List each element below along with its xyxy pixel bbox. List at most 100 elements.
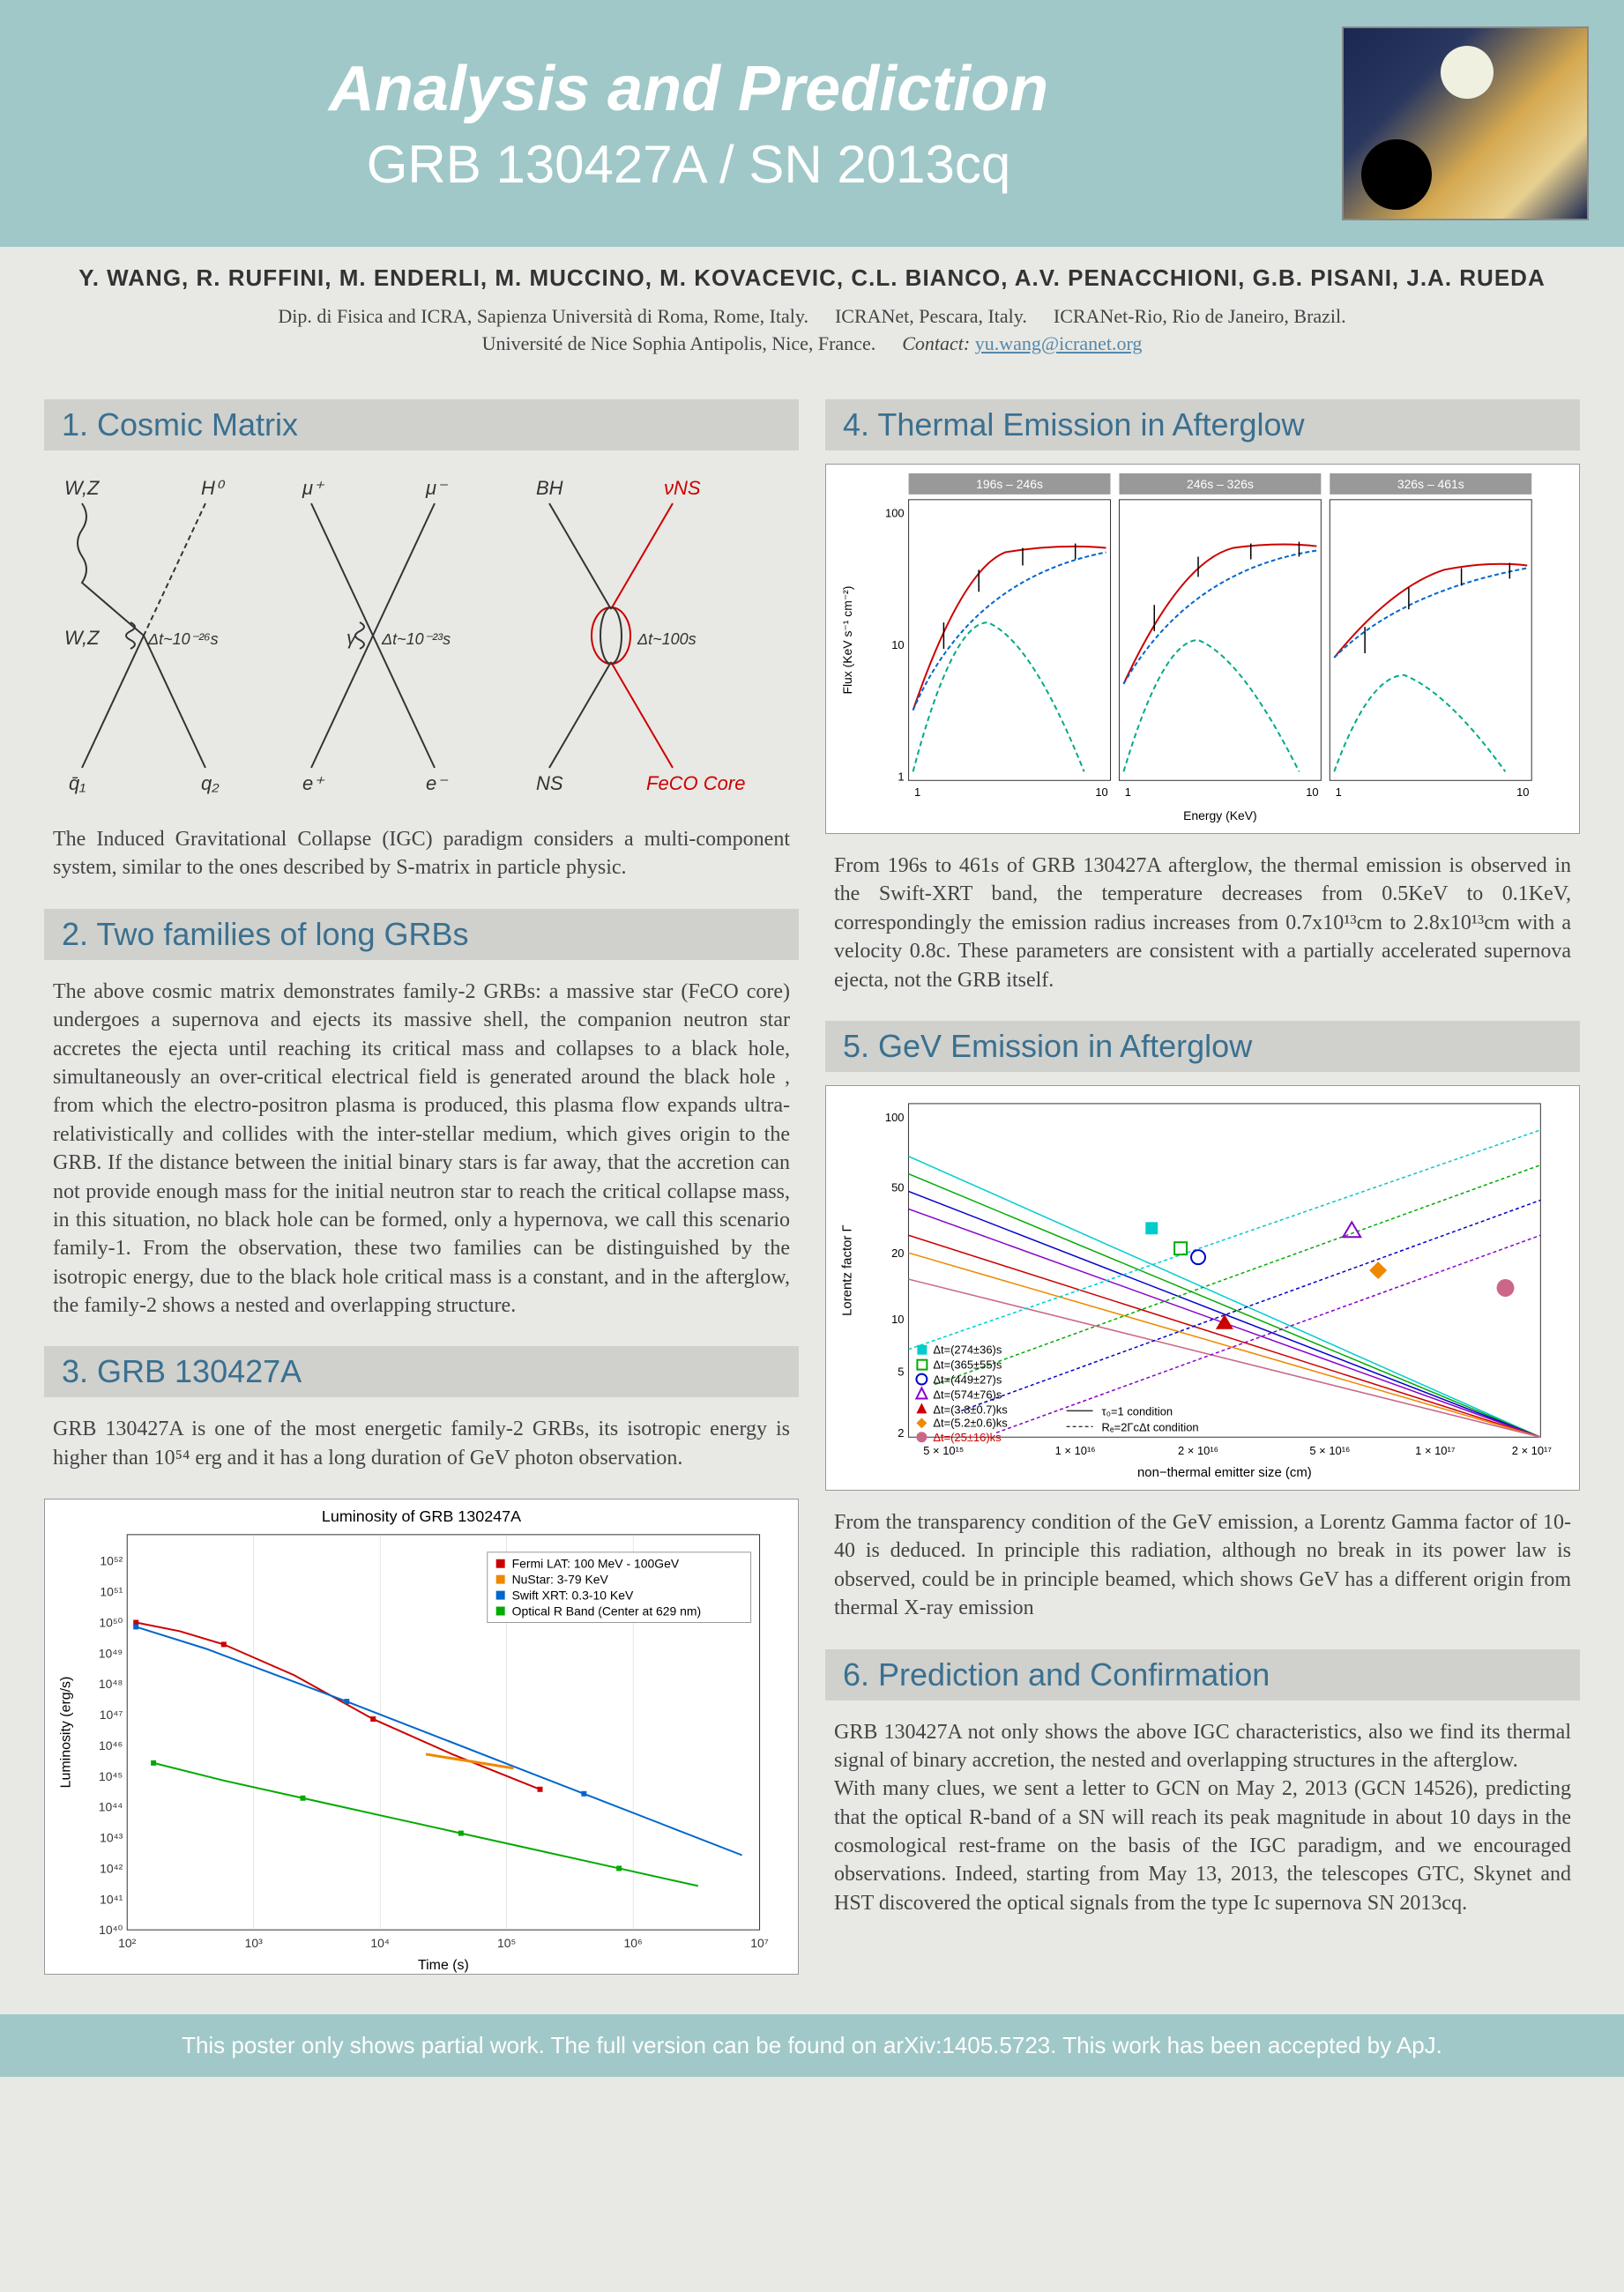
svg-text:10: 10 [1306,785,1318,799]
svg-text:Δt=(574±76)s: Δt=(574±76)s [933,1388,1002,1401]
svg-text:10⁷: 10⁷ [750,1936,769,1950]
svg-text:τ₀=1 condition: τ₀=1 condition [1102,1404,1173,1418]
section-6-text: GRB 130427A not only shows the above IGC… [825,1714,1580,1931]
title-band: Analysis and Prediction GRB 130427A / SN… [0,0,1624,247]
section-4-text: From 196s to 461s of GRB 130427A aftergl… [825,847,1580,1008]
footer: This poster only shows partial work. The… [0,2014,1624,2077]
svg-text:10⁵²: 10⁵² [100,1554,123,1568]
svg-text:Δt=(449±27)s: Δt=(449±27)s [933,1373,1002,1386]
svg-text:1: 1 [914,785,920,799]
svg-text:Δt=(3.8±0.7)ks: Δt=(3.8±0.7)ks [933,1403,1007,1416]
svg-text:20: 20 [891,1246,904,1260]
svg-text:10⁵¹: 10⁵¹ [100,1585,123,1599]
svg-text:BH: BH [536,477,563,499]
section-3-head: 3. GRB 130427A [44,1346,799,1397]
contact-label: Contact: yu.wang@icranet.org [902,332,1142,355]
svg-text:Flux (KeV s⁻¹ cm⁻²): Flux (KeV s⁻¹ cm⁻²) [840,586,854,695]
svg-text:5 × 10¹⁶: 5 × 10¹⁶ [1309,1444,1350,1457]
svg-text:W,Z: W,Z [64,477,101,499]
svg-text:H⁰: H⁰ [201,477,226,499]
contact-email: yu.wang@icranet.org [975,332,1143,354]
svg-text:10⁴²: 10⁴² [100,1862,123,1876]
svg-text:1 × 10¹⁶: 1 × 10¹⁶ [1055,1444,1096,1457]
affil-3: ICRANet-Rio, Rio de Janeiro, Brazil. [1054,305,1346,328]
section-2-text: The above cosmic matrix demonstrates fam… [44,973,799,1334]
svg-text:326s – 461s: 326s – 461s [1397,477,1464,491]
section-3-text: GRB 130427A is one of the most energetic… [44,1410,799,1485]
svg-text:1: 1 [898,770,904,783]
affil-2: ICRANet, Pescara, Italy. [835,305,1027,328]
thermal-svg: 196s – 246s 246s – 326s 326s – 461s Flux… [826,465,1579,833]
svg-text:10: 10 [1095,785,1107,799]
svg-text:Energy (KeV): Energy (KeV) [1183,808,1257,822]
svg-text:μ⁻: μ⁻ [425,477,449,499]
gev-svg: Lorentz factor Γ non−thermal emitter siz… [826,1086,1579,1490]
svg-text:10⁴⁷: 10⁴⁷ [100,1708,123,1722]
svg-text:10⁴⁶: 10⁴⁶ [99,1738,123,1752]
svg-text:10⁵: 10⁵ [497,1936,516,1950]
svg-text:10⁶: 10⁶ [623,1936,642,1950]
svg-text:Δt~10⁻²⁶s: Δt~10⁻²⁶s [147,630,219,648]
svg-text:Δt=(25±16)ks: Δt=(25±16)ks [933,1431,1001,1444]
svg-text:10⁵⁰: 10⁵⁰ [99,1616,123,1630]
right-column: 4. Thermal Emission in Afterglow 196s – … [825,386,1580,1988]
luminosity-svg: Luminosity of GRB 130247A 10⁴⁰ 10⁴¹ 10⁴² 1… [45,1499,798,1974]
chart-title: Luminosity of GRB 130247A [322,1507,521,1525]
svg-text:5: 5 [898,1366,904,1379]
svg-text:e⁺: e⁺ [302,772,325,794]
cosmic-matrix-diagram: W,ZH⁰ μ⁺μ⁻ BHνNS W,Zγ q̄₁q₂ e⁺e⁻ NSFeCO … [44,468,799,803]
svg-text:q₂: q₂ [201,772,220,794]
section-4-head: 4. Thermal Emission in Afterglow [825,399,1580,450]
poster-root: Analysis and Prediction GRB 130427A / SN… [0,0,1624,2077]
svg-text:νNS: νNS [664,477,701,499]
section-6-head: 6. Prediction and Confirmation [825,1649,1580,1700]
svg-text:10⁴⁸: 10⁴⁸ [99,1677,123,1691]
svg-text:μ⁺: μ⁺ [302,477,325,499]
affil-row-2: Université de Nice Sophia Antipolis, Nic… [35,332,1589,355]
svg-text:100: 100 [885,507,905,520]
svg-text:1: 1 [1336,785,1342,799]
svg-text:10⁴⁰: 10⁴⁰ [99,1923,123,1937]
title-main: Analysis and Prediction [35,53,1342,125]
svg-text:Δt=(274±36)s: Δt=(274±36)s [933,1343,1002,1357]
svg-text:Time (s): Time (s) [418,1958,469,1973]
gev-chart: Lorentz factor Γ non−thermal emitter siz… [825,1085,1580,1491]
feynman-diagram-svg: W,ZH⁰ μ⁺μ⁻ BHνNS W,Zγ q̄₁q₂ e⁺e⁻ NSFeCO … [44,468,799,803]
svg-text:10⁴⁵: 10⁴⁵ [99,1769,123,1783]
svg-text:Δt~10⁻²³s: Δt~10⁻²³s [381,630,451,648]
title-sub: GRB 130427A / SN 2013cq [35,134,1342,195]
svg-text:1: 1 [1125,785,1131,799]
svg-text:NS: NS [536,772,563,794]
section-5-text: From the transparency condition of the G… [825,1504,1580,1636]
svg-text:5 × 10¹⁵: 5 × 10¹⁵ [923,1444,964,1457]
section-5-head: 5. GeV Emission in Afterglow [825,1021,1580,1072]
svg-text:FeCO Core: FeCO Core [646,772,745,794]
svg-text:100: 100 [885,1111,905,1124]
svg-text:10⁴¹: 10⁴¹ [100,1893,123,1907]
svg-text:Δt~100s: Δt~100s [637,630,697,648]
svg-text:Fermi LAT: 100 MeV - 100GeV: Fermi LAT: 100 MeV - 100GeV [512,1557,680,1571]
svg-text:2 × 10¹⁶: 2 × 10¹⁶ [1178,1444,1218,1457]
thermal-chart: 196s – 246s 246s – 326s 326s – 461s Flux… [825,464,1580,834]
affil-4: Université de Nice Sophia Antipolis, Nic… [482,332,876,355]
svg-text:2 × 10¹⁷: 2 × 10¹⁷ [1512,1444,1553,1457]
svg-text:W,Z: W,Z [64,627,101,649]
svg-text:10⁴⁹: 10⁴⁹ [99,1647,123,1661]
section-2-head: 2. Two families of long GRBs [44,909,799,960]
svg-text:10⁴: 10⁴ [370,1936,390,1950]
svg-text:2: 2 [898,1426,904,1440]
svg-text:non−thermal emitter size (cm): non−thermal emitter size (cm) [1137,1465,1312,1480]
svg-text:10: 10 [891,638,904,651]
svg-text:10⁴³: 10⁴³ [100,1831,123,1845]
affiliations: Dip. di Fisica and ICRA, Sapienza Univer… [0,301,1624,377]
section-1-text: The Induced Gravitational Collapse (IGC)… [44,821,799,896]
svg-text:196s – 246s: 196s – 246s [976,477,1043,491]
title-block: Analysis and Prediction GRB 130427A / SN… [35,53,1342,195]
svg-text:10: 10 [891,1313,904,1326]
svg-text:Δt=(365±55)s: Δt=(365±55)s [933,1358,1002,1372]
svg-text:Lorentz factor Γ: Lorentz factor Γ [840,1224,855,1316]
svg-text:50: 50 [891,1180,904,1194]
section-1-head: 1. Cosmic Matrix [44,399,799,450]
svg-text:Rₑ=2ΓcΔt condition: Rₑ=2ΓcΔt condition [1102,1420,1199,1433]
svg-text:10²: 10² [118,1936,137,1950]
